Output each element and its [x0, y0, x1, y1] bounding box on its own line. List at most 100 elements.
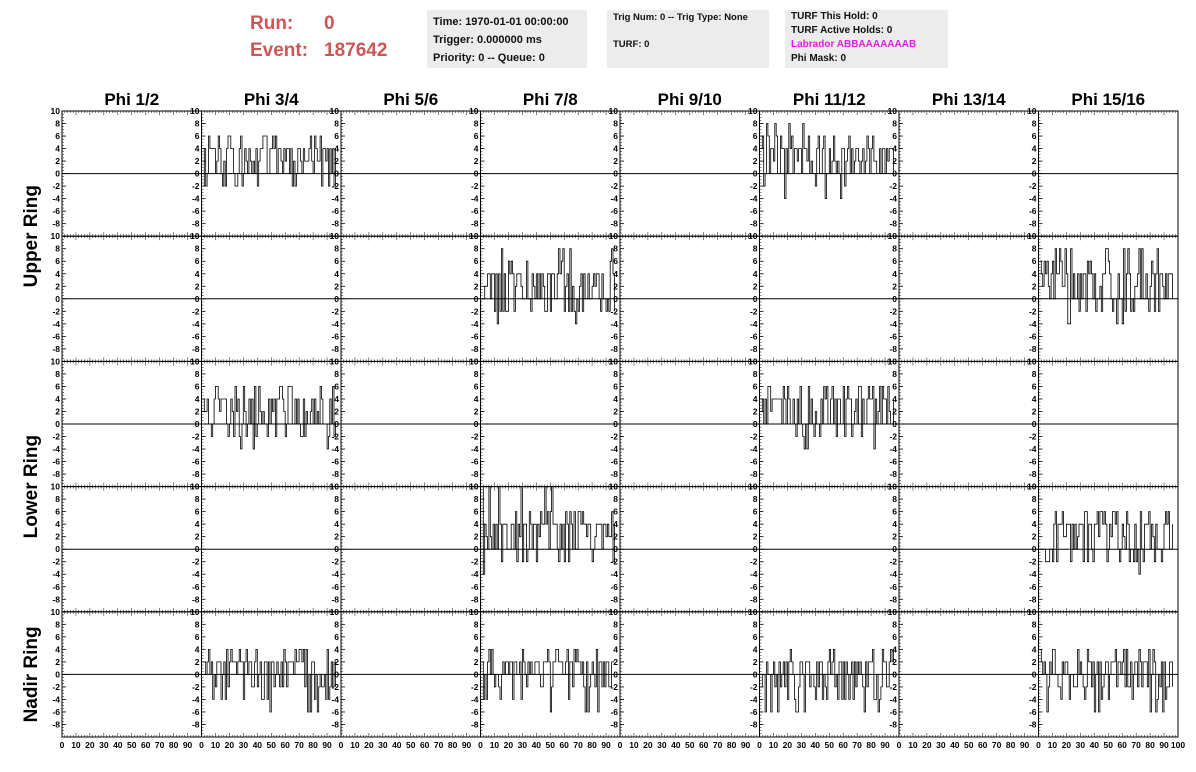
y-tick-label: 4 [195, 269, 200, 279]
y-tick-label: 10 [190, 231, 200, 241]
y-tick-label: 4 [1032, 269, 1037, 279]
y-tick-label: 4 [474, 519, 479, 529]
y-tick-label: -4 [471, 319, 479, 329]
y-tick-label: 10 [609, 106, 619, 116]
y-tick-label: 2 [613, 406, 618, 416]
y-tick-label: -2 [1029, 306, 1037, 316]
y-tick-label: 0 [1032, 294, 1037, 304]
y-tick-label: 4 [474, 144, 479, 154]
y-tick-label: 6 [753, 381, 758, 391]
y-tick-label: 2 [195, 532, 200, 542]
y-tick-label: -2 [750, 181, 758, 191]
y-tick-label: 10 [748, 356, 758, 366]
y-tick-label: 0 [474, 294, 479, 304]
ring-label: Nadir Ring [21, 626, 42, 722]
y-tick-label: 4 [892, 394, 897, 404]
y-tick-label: -4 [331, 194, 339, 204]
y-tick-label: 8 [334, 494, 339, 504]
y-tick-label: 6 [892, 131, 897, 141]
y-tick-label: 6 [195, 131, 200, 141]
y-tick-label: 6 [334, 507, 339, 517]
turf-active-holds-text: TURF Active Holds: 0 [791, 25, 893, 36]
y-tick-label: -6 [331, 331, 339, 341]
y-tick-label: 6 [1032, 381, 1037, 391]
event-value: 187642 [324, 40, 388, 61]
y-tick-label: -6 [52, 582, 60, 592]
y-tick-label: 10 [748, 482, 758, 492]
y-tick-label: -2 [1029, 181, 1037, 191]
y-tick-label: -8 [471, 594, 479, 604]
y-tick-label: 2 [334, 281, 339, 291]
y-tick-label: -4 [610, 194, 618, 204]
y-tick-label: -4 [192, 444, 200, 454]
y-tick-label: -6 [1029, 206, 1037, 216]
y-tick-label: 10 [609, 356, 619, 366]
y-tick-label: 10 [609, 482, 619, 492]
y-tick-label: -8 [750, 469, 758, 479]
y-tick-label: -6 [471, 457, 479, 467]
y-tick-label: 0 [1032, 419, 1037, 429]
y-tick-label: -2 [52, 557, 60, 567]
y-tick-label: 4 [474, 269, 479, 279]
y-tick-label: 6 [892, 381, 897, 391]
y-tick-label: -4 [52, 444, 60, 454]
y-tick-label: -4 [471, 194, 479, 204]
y-tick-label: 0 [474, 544, 479, 554]
y-tick-label: 4 [613, 144, 618, 154]
y-tick-label: 10 [888, 106, 898, 116]
y-tick-label: 10 [469, 482, 479, 492]
y-tick-label: 8 [474, 494, 479, 504]
y-tick-label: 2 [613, 281, 618, 291]
y-tick-label: 0 [334, 169, 339, 179]
y-tick-label: -4 [889, 319, 897, 329]
y-tick-label: 6 [334, 381, 339, 391]
y-tick-label: -2 [471, 557, 479, 567]
y-tick-label: 8 [1032, 369, 1037, 379]
y-tick-label: -6 [331, 457, 339, 467]
y-tick-label: 0 [55, 419, 60, 429]
y-tick-label: -8 [331, 469, 339, 479]
y-tick-label: 6 [55, 507, 60, 517]
y-tick-label: 6 [55, 131, 60, 141]
y-tick-label: 2 [195, 281, 200, 291]
y-tick-label: -8 [331, 594, 339, 604]
y-tick-label: -6 [192, 206, 200, 216]
y-tick-label: -4 [471, 569, 479, 579]
y-tick-label: 0 [474, 419, 479, 429]
y-tick-label: 2 [753, 156, 758, 166]
y-tick-label: 2 [334, 406, 339, 416]
y-tick-label: -4 [889, 444, 897, 454]
y-tick-label: 10 [748, 231, 758, 241]
y-tick-label: -2 [889, 306, 897, 316]
column-title: Phi 9/10 [658, 90, 722, 109]
y-tick-label: 4 [1032, 144, 1037, 154]
y-tick-label: 10 [748, 106, 758, 116]
y-tick-label: 8 [55, 119, 60, 129]
y-tick-label: 0 [55, 294, 60, 304]
y-tick-label: 2 [55, 281, 60, 291]
event-label: Event: [250, 40, 309, 61]
y-tick-label: 8 [892, 119, 897, 129]
y-tick-label: 2 [892, 406, 897, 416]
column-title: Phi 11/12 [793, 90, 866, 109]
y-tick-label: -6 [331, 206, 339, 216]
y-tick-label: -6 [52, 331, 60, 341]
y-tick-label: -4 [750, 319, 758, 329]
column-title: Phi 3/4 [244, 90, 299, 109]
y-tick-label: 8 [1032, 119, 1037, 129]
y-tick-label: -2 [192, 432, 200, 442]
y-tick-label: 6 [334, 131, 339, 141]
y-tick-label: -6 [610, 457, 618, 467]
y-tick-label: 10 [469, 356, 479, 366]
run-label: Run: [250, 13, 294, 34]
y-tick-label: -8 [610, 344, 618, 354]
y-tick-label: 6 [195, 507, 200, 517]
y-tick-label: 0 [613, 294, 618, 304]
y-tick-label: -8 [889, 219, 897, 229]
y-tick-label: 4 [753, 394, 758, 404]
y-tick-label: -2 [331, 557, 339, 567]
y-tick-label: 0 [195, 294, 200, 304]
turf-info-box: TURF This Hold: 0 TURF Active Holds: 0 L… [785, 10, 948, 68]
y-tick-label: 10 [190, 482, 200, 492]
y-tick-label: -8 [52, 219, 60, 229]
